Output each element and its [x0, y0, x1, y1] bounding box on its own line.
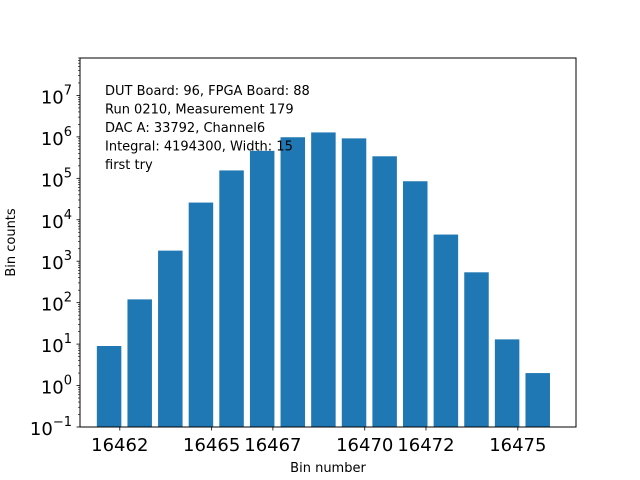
x-tick-label: 16467 [244, 435, 301, 456]
bars-group [96, 132, 550, 428]
bar-14 [525, 373, 550, 427]
x-tick-label: 16475 [489, 435, 546, 456]
x-tick-label: 16470 [336, 435, 393, 456]
plot-area-frame [79, 57, 577, 428]
bar-5 [249, 150, 275, 427]
bar-1 [127, 299, 152, 427]
y-axis-ticks: 10−1 100 101 102 103 104 105 106 107 [30, 57, 80, 440]
x-tick-label: 16462 [91, 435, 148, 456]
bar-2 [158, 250, 183, 427]
annotation-line: Run 0210, Measurement 179 [105, 103, 294, 118]
bar-12 [464, 272, 489, 427]
bar-0 [96, 346, 122, 427]
bar-3 [188, 202, 214, 427]
x-axis-label: Bin number [290, 461, 366, 476]
bar-13 [494, 339, 520, 427]
annotation-line: first try [105, 158, 153, 173]
y-tick-label: 107 [41, 83, 72, 108]
y-axis-label: Bin counts [4, 208, 19, 277]
annotation-block: DUT Board: 96, FPGA Board: 88 Run 0210, M… [105, 84, 310, 173]
y-tick-label: 101 [41, 332, 72, 357]
y-tick-label: 103 [41, 249, 72, 274]
y-tick-label: 106 [41, 125, 72, 150]
y-tick-label: 102 [41, 291, 72, 316]
annotation-line: DUT Board: 96, FPGA Board: 88 [105, 84, 310, 99]
y-tick-label: 10−1 [30, 415, 72, 440]
y-tick-label: 104 [41, 208, 72, 233]
bar-9 [372, 156, 397, 428]
x-tick-label: 16472 [397, 435, 454, 456]
bar-8 [341, 138, 367, 427]
x-axis-ticks: 16462 16465 16467 16470 16472 16475 [91, 427, 546, 456]
bar-6 [280, 137, 306, 428]
y-tick-label: 100 [41, 374, 72, 399]
bar-4 [219, 170, 244, 427]
annotation-line: DAC A: 33792, Channel6 [105, 121, 265, 136]
annotation-line: Integral: 4194300, Width: 15 [105, 140, 293, 155]
bar-10 [403, 181, 428, 427]
x-tick-label: 16465 [183, 435, 240, 456]
bar-11 [433, 234, 459, 427]
y-tick-label: 105 [41, 166, 72, 191]
bar-7 [311, 132, 336, 427]
